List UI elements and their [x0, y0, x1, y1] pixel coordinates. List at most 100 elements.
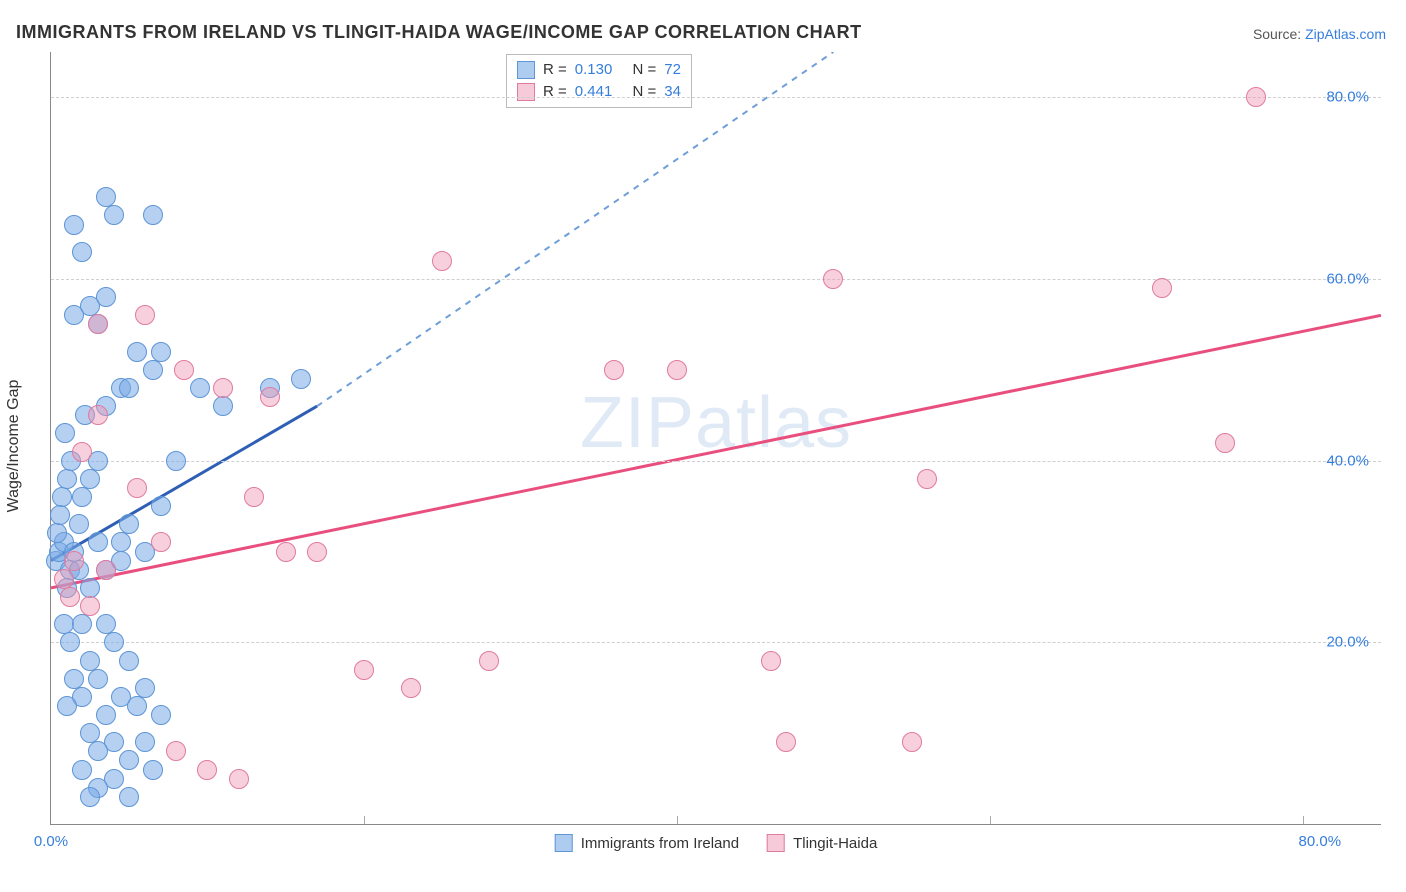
- data-point: [135, 305, 155, 325]
- chart-title: IMMIGRANTS FROM IRELAND VS TLINGIT-HAIDA…: [16, 22, 862, 43]
- chart-container: { "title": "IMMIGRANTS FROM IRELAND VS T…: [0, 0, 1406, 892]
- data-point: [54, 569, 74, 589]
- data-point: [88, 532, 108, 552]
- data-point: [80, 723, 100, 743]
- legend-item: Immigrants from Ireland: [555, 834, 739, 852]
- data-point: [54, 614, 74, 634]
- x-tick-label: 0.0%: [34, 833, 68, 850]
- data-point: [80, 787, 100, 807]
- data-point: [166, 741, 186, 761]
- data-point: [213, 378, 233, 398]
- source-link[interactable]: ZipAtlas.com: [1305, 26, 1386, 42]
- plot-area: ZIPatlas R = 0.130 N = 72 R = 0.441 N = …: [50, 52, 1381, 825]
- data-point: [276, 542, 296, 562]
- data-point: [60, 632, 80, 652]
- data-point: [143, 205, 163, 225]
- data-point: [80, 651, 100, 671]
- data-point: [96, 287, 116, 307]
- data-point: [127, 696, 147, 716]
- data-point: [823, 269, 843, 289]
- data-point: [57, 469, 77, 489]
- data-point: [72, 442, 92, 462]
- data-point: [151, 532, 171, 552]
- data-point: [190, 378, 210, 398]
- x-tick-mark: [1303, 816, 1304, 824]
- data-point: [917, 469, 937, 489]
- data-point: [119, 750, 139, 770]
- trend-lines: [51, 52, 1381, 824]
- data-point: [127, 478, 147, 498]
- y-tick-label: 40.0%: [1326, 452, 1369, 469]
- data-point: [88, 405, 108, 425]
- data-point: [64, 669, 84, 689]
- data-point: [151, 342, 171, 362]
- data-point: [229, 769, 249, 789]
- legend-series: Immigrants from Ireland Tlingit-Haida: [555, 834, 878, 852]
- data-point: [174, 360, 194, 380]
- data-point: [96, 560, 116, 580]
- legend-item: Tlingit-Haida: [767, 834, 877, 852]
- data-point: [761, 651, 781, 671]
- data-point: [96, 187, 116, 207]
- source-prefix: Source:: [1253, 26, 1305, 42]
- swatch-blue-icon: [555, 834, 573, 852]
- data-point: [72, 242, 92, 262]
- data-point: [119, 378, 139, 398]
- data-point: [55, 423, 75, 443]
- grid-line: [51, 279, 1381, 280]
- data-point: [96, 614, 116, 634]
- data-point: [291, 369, 311, 389]
- source-label: Source: ZipAtlas.com: [1253, 26, 1386, 42]
- data-point: [119, 651, 139, 671]
- data-point: [260, 387, 280, 407]
- data-point: [244, 487, 264, 507]
- grid-line: [51, 461, 1381, 462]
- y-tick-label: 60.0%: [1326, 271, 1369, 288]
- x-tick-label: 80.0%: [1298, 833, 1341, 850]
- grid-line: [51, 642, 1381, 643]
- data-point: [104, 205, 124, 225]
- data-point: [119, 787, 139, 807]
- x-tick-mark: [990, 816, 991, 824]
- grid-line: [51, 97, 1381, 98]
- data-point: [432, 251, 452, 271]
- x-tick-mark: [364, 816, 365, 824]
- data-point: [57, 696, 77, 716]
- data-point: [96, 705, 116, 725]
- data-point: [127, 342, 147, 362]
- data-point: [1152, 278, 1172, 298]
- data-point: [604, 360, 624, 380]
- data-point: [47, 523, 67, 543]
- data-point: [307, 542, 327, 562]
- data-point: [111, 532, 131, 552]
- data-point: [72, 760, 92, 780]
- data-point: [80, 578, 100, 598]
- data-point: [354, 660, 374, 680]
- data-point: [143, 760, 163, 780]
- y-tick-label: 20.0%: [1326, 634, 1369, 651]
- data-point: [69, 514, 89, 534]
- data-point: [88, 741, 108, 761]
- data-point: [479, 651, 499, 671]
- data-point: [1215, 433, 1235, 453]
- legend-label: Tlingit-Haida: [793, 835, 877, 852]
- data-point: [135, 678, 155, 698]
- data-point: [72, 614, 92, 634]
- data-point: [64, 215, 84, 235]
- data-point: [213, 396, 233, 416]
- data-point: [52, 487, 72, 507]
- data-point: [119, 514, 139, 534]
- data-point: [80, 469, 100, 489]
- data-point: [401, 678, 421, 698]
- data-point: [60, 587, 80, 607]
- data-point: [88, 669, 108, 689]
- data-point: [166, 451, 186, 471]
- y-axis-label: Wage/Income Gap: [5, 380, 23, 513]
- data-point: [50, 505, 70, 525]
- swatch-pink-icon: [767, 834, 785, 852]
- y-tick-label: 80.0%: [1326, 89, 1369, 106]
- x-tick-mark: [677, 816, 678, 824]
- data-point: [135, 732, 155, 752]
- data-point: [88, 314, 108, 334]
- data-point: [80, 596, 100, 616]
